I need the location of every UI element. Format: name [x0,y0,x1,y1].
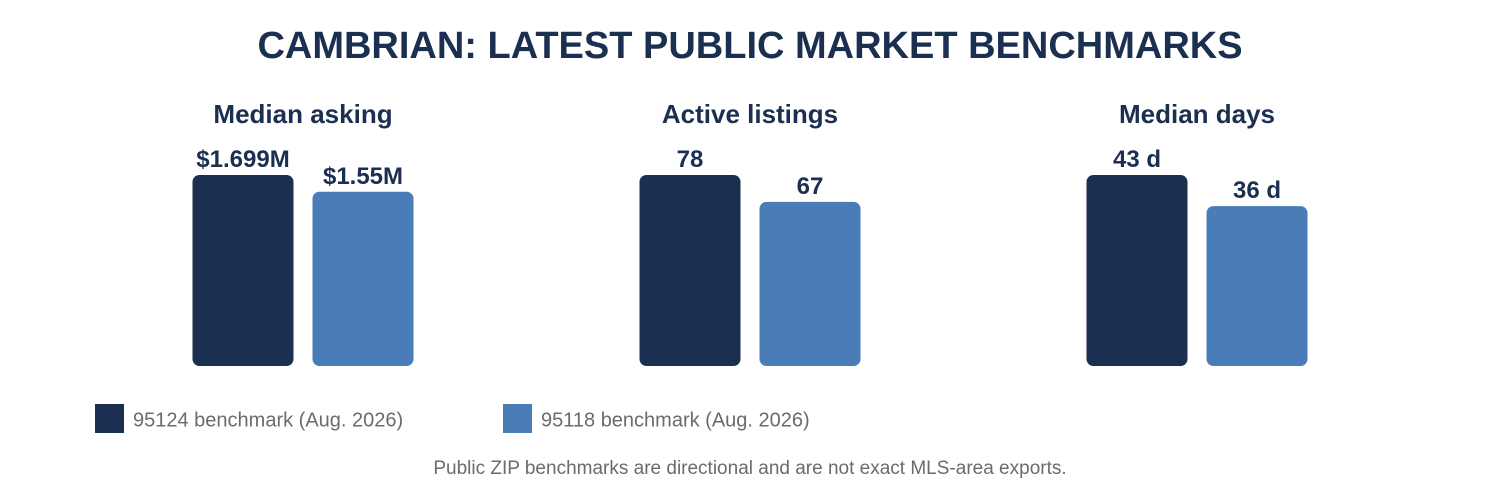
data-label-active-listings-1: 67 [797,173,824,200]
bar-median-days-0 [1086,175,1188,366]
data-label-median-asking-1: $1.55M [323,163,403,190]
panel-active-listings: Active listings 78 67 [639,99,861,366]
data-label-active-listings-0: 78 [677,146,704,173]
data-label-median-days-0: 43 d [1113,146,1161,173]
panel-title: Median days [1119,99,1275,129]
chart-title: CAMBRIAN: LATEST PUBLIC MARKET BENCHMARK… [257,25,1242,67]
bar-median-days-1 [1206,206,1308,366]
bar-active-listings-1 [759,201,861,366]
bar-active-listings-0 [639,175,741,366]
legend-swatch-95124 [95,404,124,433]
data-label-median-days-1: 36 d [1233,177,1281,204]
panel-median-days: Median days 43 d 36 d [1086,99,1308,366]
bar-median-asking-1 [312,191,414,366]
chart-footnote: Public ZIP benchmarks are directional an… [433,458,1066,479]
chart-legend: 95124 benchmark (Aug. 2026) 95118 benchm… [95,404,810,433]
panel-title: Median asking [213,99,392,129]
legend-label-95124: 95124 benchmark (Aug. 2026) [133,409,403,431]
bar-median-asking-0 [192,175,294,366]
data-label-median-asking-0: $1.699M [196,146,289,173]
panel-median-asking: Median asking $1.699M $1.55M [192,99,414,366]
chart-panels: Median asking $1.699M $1.55M Active listing… [192,99,1308,366]
panel-title: Active listings [662,99,838,129]
legend-swatch-95118 [503,404,532,433]
legend-label-95118: 95118 benchmark (Aug. 2026) [541,409,810,431]
